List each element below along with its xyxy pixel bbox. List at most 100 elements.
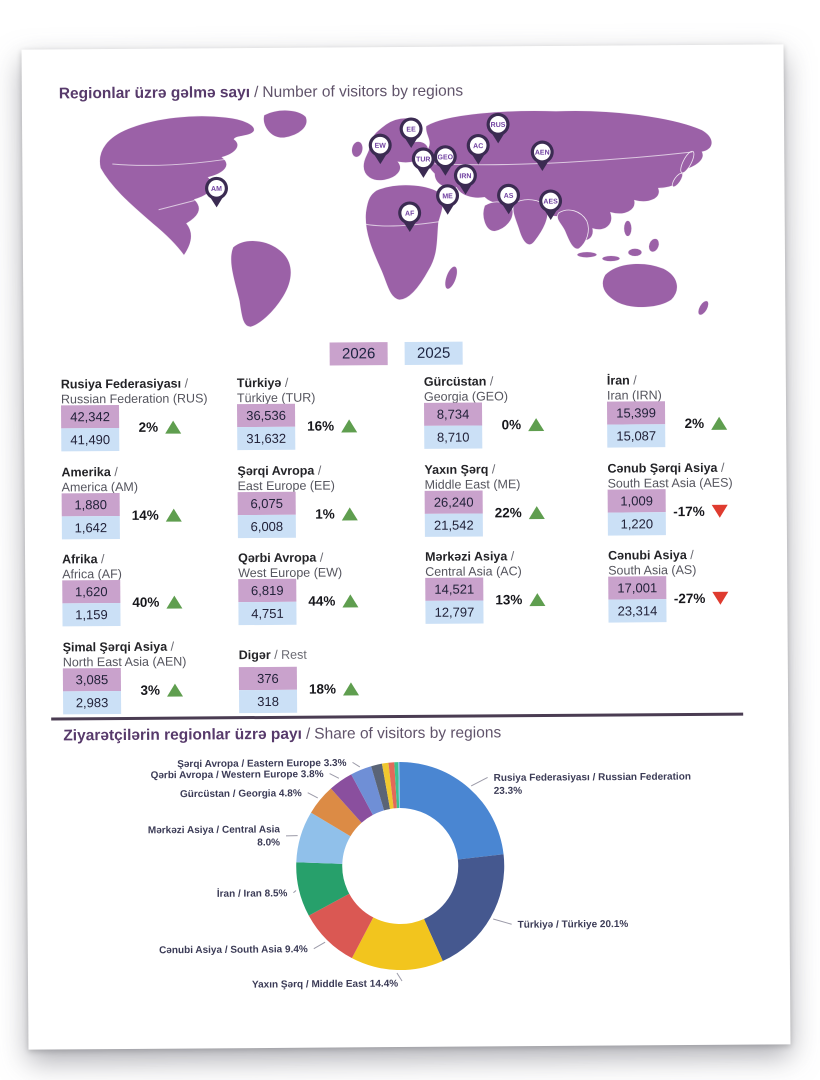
island-japan-2 (671, 172, 684, 188)
region-name: Yaxın Şərq / (424, 462, 496, 477)
donut-slice-13 (398, 762, 400, 809)
svg-text:RUS: RUS (491, 122, 506, 129)
change-percent-value: 0% (501, 416, 522, 432)
title-separator: / (254, 84, 259, 102)
trend-triangle-icon (341, 418, 358, 432)
region-name-en: North East Asia (AEN) (62, 654, 187, 670)
svg-text:AM: AM (211, 186, 222, 193)
change-percent: 2% (655, 412, 728, 435)
region-name: Gürcüstan / (423, 374, 494, 389)
label-leader-line (493, 918, 512, 925)
trend-triangle-icon (165, 508, 182, 522)
svg-text:ME: ME (442, 193, 453, 200)
donut-slice-7 (330, 774, 373, 823)
change-percent-value: 18% (308, 680, 337, 697)
change-percent-value: 22% (494, 504, 522, 520)
donut-label: Rusiya Federasiyası / Russian Federation (494, 772, 691, 784)
continent-asia (425, 110, 713, 241)
label-leader-line (470, 776, 488, 787)
change-percent-value: 2% (138, 419, 159, 435)
change-percent-value: -17% (673, 503, 705, 519)
section1-title-az: Regionlar üzrə gəlmə sayı (58, 84, 251, 103)
change-percent: 14% (110, 504, 182, 527)
label-leader-line (307, 792, 318, 799)
label-leader-line (313, 941, 326, 950)
region-stat: Afrika / Africa (AF) 1,620 1,159 40% (62, 551, 235, 628)
donut-slice-12 (394, 762, 400, 809)
map-pin-AEN: AEN (529, 140, 555, 173)
donut-slice-8 (351, 766, 385, 815)
donut-slice-5 (296, 812, 351, 864)
region-stat: Digər / Rest 376 318 18% (239, 638, 412, 715)
map-pin-AM: AM (203, 176, 229, 209)
trend-triangle-icon (712, 591, 729, 605)
map-pin-IRN: IRN (452, 163, 478, 196)
pin-icon: EW (368, 133, 392, 165)
section2-title-en: Share of visitors by regions (314, 724, 502, 743)
map-pin-GEO: GEO (432, 145, 458, 178)
map-pin-EW: EW (367, 133, 393, 166)
island-indonesia-1 (576, 251, 598, 259)
svg-text:EW: EW (375, 143, 387, 150)
trend-triangle-icon (528, 417, 545, 431)
region-stat: Amerika / America (AM) 1,880 1,642 14% (61, 464, 234, 541)
svg-text:IRN: IRN (459, 173, 471, 180)
map-pin-AC: AC (465, 133, 491, 166)
pin-icon: AF (398, 201, 422, 232)
map-pin-ME: ME (434, 184, 460, 217)
change-percent-value: 2% (684, 415, 705, 431)
year-legend: 2026 2025 (24, 339, 769, 367)
change-percent: 22% (473, 501, 545, 524)
region-name: Afrika / (62, 552, 105, 567)
svg-text:GEO: GEO (437, 154, 453, 161)
trend-triangle-icon (342, 593, 359, 607)
pin-icon: ME (436, 184, 460, 215)
trend-triangle-icon (165, 420, 182, 434)
pin-icon: AES (539, 189, 563, 220)
svg-text:AES: AES (543, 199, 558, 206)
svg-text:AC: AC (473, 143, 483, 150)
change-percent: 40% (110, 591, 183, 614)
section2-title: Ziyarətçilərin regionlar üzrə payı / Share… (63, 724, 501, 745)
pin-icon: GEO (433, 145, 457, 176)
island-japan-1 (680, 150, 695, 174)
section2-title-az: Ziyarətçilərin regionlar üzrə payı (63, 725, 302, 745)
trend-triangle-icon (342, 681, 360, 695)
pin-icon: IRN (453, 164, 477, 195)
change-percent: 16% (285, 414, 358, 437)
region-name: Mərkəzi Asiya / (425, 549, 515, 564)
island-indonesia-2 (601, 255, 621, 262)
donut-slice-4 (296, 862, 350, 916)
region-name: Cənub Şərqi Asiya / (607, 460, 725, 476)
change-percent-value: -27% (673, 590, 706, 606)
donut-label: Cənubi Asiya / South Asia 9.4% (159, 944, 308, 956)
donut-slice-2 (351, 917, 443, 971)
pin-icon: RUS (486, 112, 510, 144)
change-percent-value: 16% (307, 417, 335, 434)
continent-north-america (99, 115, 255, 257)
island-new-guinea (648, 238, 660, 253)
region-stat: Şərqi Avropa / East Europe (EE) 6,075 6,… (237, 463, 410, 540)
donut-label: Yaxın Şərq / Middle East 14.4% (252, 979, 398, 991)
svg-text:AS: AS (504, 193, 514, 200)
change-percent: 1% (286, 502, 358, 525)
pin-icon: TUR (411, 147, 435, 178)
change-percent: -27% (656, 587, 729, 610)
change-percent-value: 3% (140, 682, 161, 698)
svg-text:AEN: AEN (535, 150, 550, 157)
region-stat: Şimal Şərqi Asiya / North East Asia (AEN… (63, 639, 236, 716)
region-name: Amerika / (61, 465, 118, 480)
island-indonesia-3 (627, 247, 643, 257)
legend-year-2026: 2026 (329, 342, 388, 366)
map-pins-layer: AM EW EE TUR GEO AC RUS AEN IRN ME AS AES AF (86, 101, 726, 232)
donut-label: Türkiyə / Türkiye 20.1% (518, 919, 629, 931)
map-pin-TUR: TUR (410, 147, 436, 180)
continent-australia (602, 263, 678, 308)
label-leader-line (396, 972, 403, 982)
region-stat: Yaxın Şərq / Middle East (ME) 26,240 21,… (424, 462, 597, 539)
donut-slice-6 (311, 788, 362, 837)
svg-text:TUR: TUR (416, 156, 430, 163)
donut-chart-svg: Rusiya Federasiyası / Russian Federation… (148, 758, 691, 991)
donut-label: Mərkəzi Asiya / Central Asia (148, 824, 281, 836)
region-name: Digər / Rest (238, 647, 307, 663)
